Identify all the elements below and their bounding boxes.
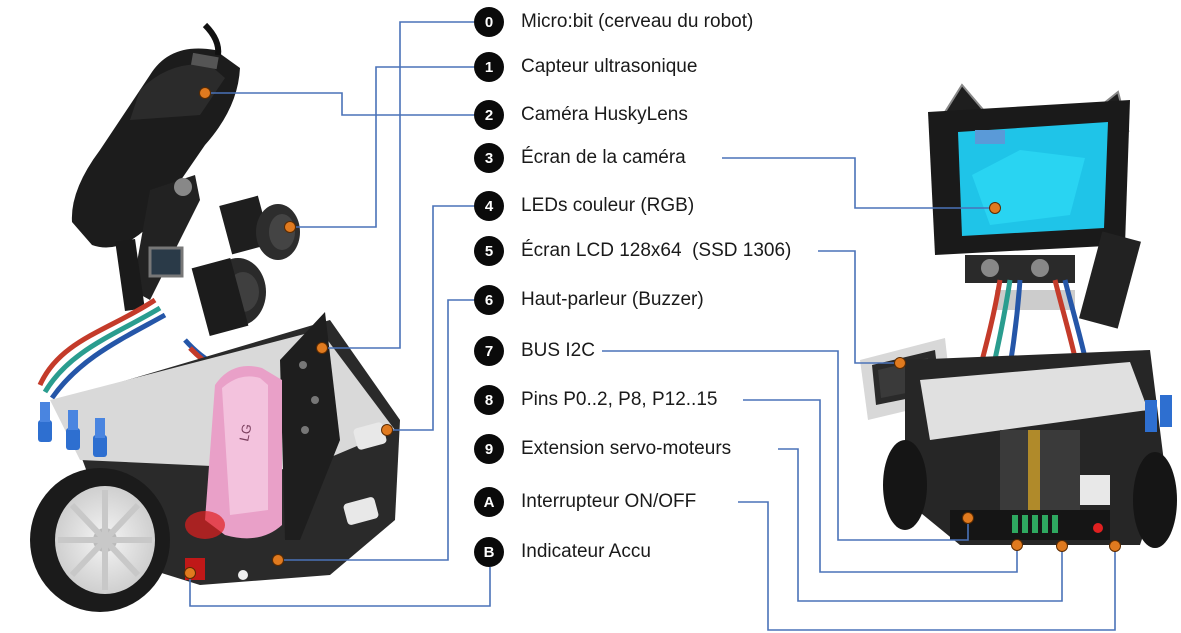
legend-badge: A	[474, 487, 504, 517]
marker-3	[989, 202, 1001, 214]
legend-badge: 6	[474, 285, 504, 315]
legend-label: Capteur ultrasonique	[521, 56, 698, 77]
connector-A	[738, 501, 1116, 631]
legend-item-6: 6 Haut-parleur (Buzzer)	[474, 285, 704, 315]
connector-1	[290, 66, 474, 228]
legend-badge: 7	[474, 336, 504, 366]
connector-4	[387, 205, 474, 431]
legend-badge: 2	[474, 100, 504, 130]
legend-item-5: 5 Écran LCD 128x64 (SSD 1306)	[474, 236, 791, 266]
legend-item-2: 2 Caméra HuskyLens	[474, 100, 688, 130]
battery-label: LG	[236, 423, 254, 443]
legend-badge: 0	[474, 7, 504, 37]
legend-item-9: 9 Extension servo-moteurs	[474, 434, 731, 464]
legend-label: Indicateur Accu	[521, 541, 651, 562]
marker-B	[184, 567, 196, 579]
connector-2	[205, 92, 474, 116]
microbit-board	[280, 312, 340, 540]
marker-4	[381, 424, 393, 436]
legend-label: Haut-parleur (Buzzer)	[521, 289, 704, 310]
legend-label: Extension servo-moteurs	[521, 438, 732, 459]
connector-8	[743, 399, 1018, 573]
connector-6	[278, 299, 474, 561]
connector-lines	[189, 21, 1116, 631]
legend-badge: 1	[474, 52, 504, 82]
legend-item-7: 7 BUS I2C	[474, 336, 595, 366]
legend-label: Caméra HuskyLens	[521, 104, 688, 125]
legend-label: BUS I2C	[521, 340, 595, 361]
marker-5	[894, 357, 906, 369]
legend-label: Écran de la caméra	[521, 147, 686, 168]
connector-0	[322, 21, 474, 349]
left-wheel	[30, 468, 170, 612]
marker-6	[272, 554, 284, 566]
legend-badge: 5	[474, 236, 504, 266]
legend-badge: 8	[474, 385, 504, 415]
legend-item-0: 0 Micro:bit (cerveau du robot)	[474, 7, 753, 37]
legend-item-A: A Interrupteur ON/OFF	[474, 487, 696, 517]
huskylens-screen	[928, 100, 1130, 255]
left-robot-photo: LG	[30, 22, 400, 612]
marker-A	[1109, 540, 1121, 552]
right-robot-photo	[860, 83, 1177, 548]
marker-2	[199, 87, 211, 99]
legend-item-1: 1 Capteur ultrasonique	[474, 52, 697, 82]
marker-dots	[184, 87, 1121, 579]
legend-label: Pins P0..2, P8, P12..15	[521, 389, 718, 410]
battery-18650: LG	[205, 366, 282, 539]
legend-label: Interrupteur ON/OFF	[521, 491, 697, 512]
marker-8	[1011, 539, 1023, 551]
blue-pins	[38, 402, 107, 457]
legend-badge: 9	[474, 434, 504, 464]
legend-label: LEDs couleur (RGB)	[521, 195, 695, 216]
legend-item-8: 8 Pins P0..2, P8, P12..15	[474, 385, 717, 415]
legend-badge: 3	[474, 143, 504, 173]
legend-badge: 4	[474, 191, 504, 221]
marker-0	[316, 342, 328, 354]
marker-9	[1056, 540, 1068, 552]
legend-label: Micro:bit (cerveau du robot)	[521, 11, 754, 32]
ultrasonic-sensor	[191, 195, 300, 336]
connector-5	[818, 250, 900, 364]
marker-1	[284, 221, 296, 233]
legend-item-4: 4 LEDs couleur (RGB)	[474, 191, 694, 221]
connector-B	[189, 567, 491, 607]
legend-item-3: 3 Écran de la caméra	[474, 143, 686, 173]
legend-label: Écran LCD 128x64 (SSD 1306)	[521, 240, 792, 261]
connector-3	[722, 157, 995, 209]
marker-7	[962, 512, 974, 524]
legend-item-B: B Indicateur Accu	[474, 537, 651, 567]
connector-7	[602, 350, 969, 541]
legend-badge: B	[474, 537, 504, 567]
connector-9	[778, 448, 1063, 602]
